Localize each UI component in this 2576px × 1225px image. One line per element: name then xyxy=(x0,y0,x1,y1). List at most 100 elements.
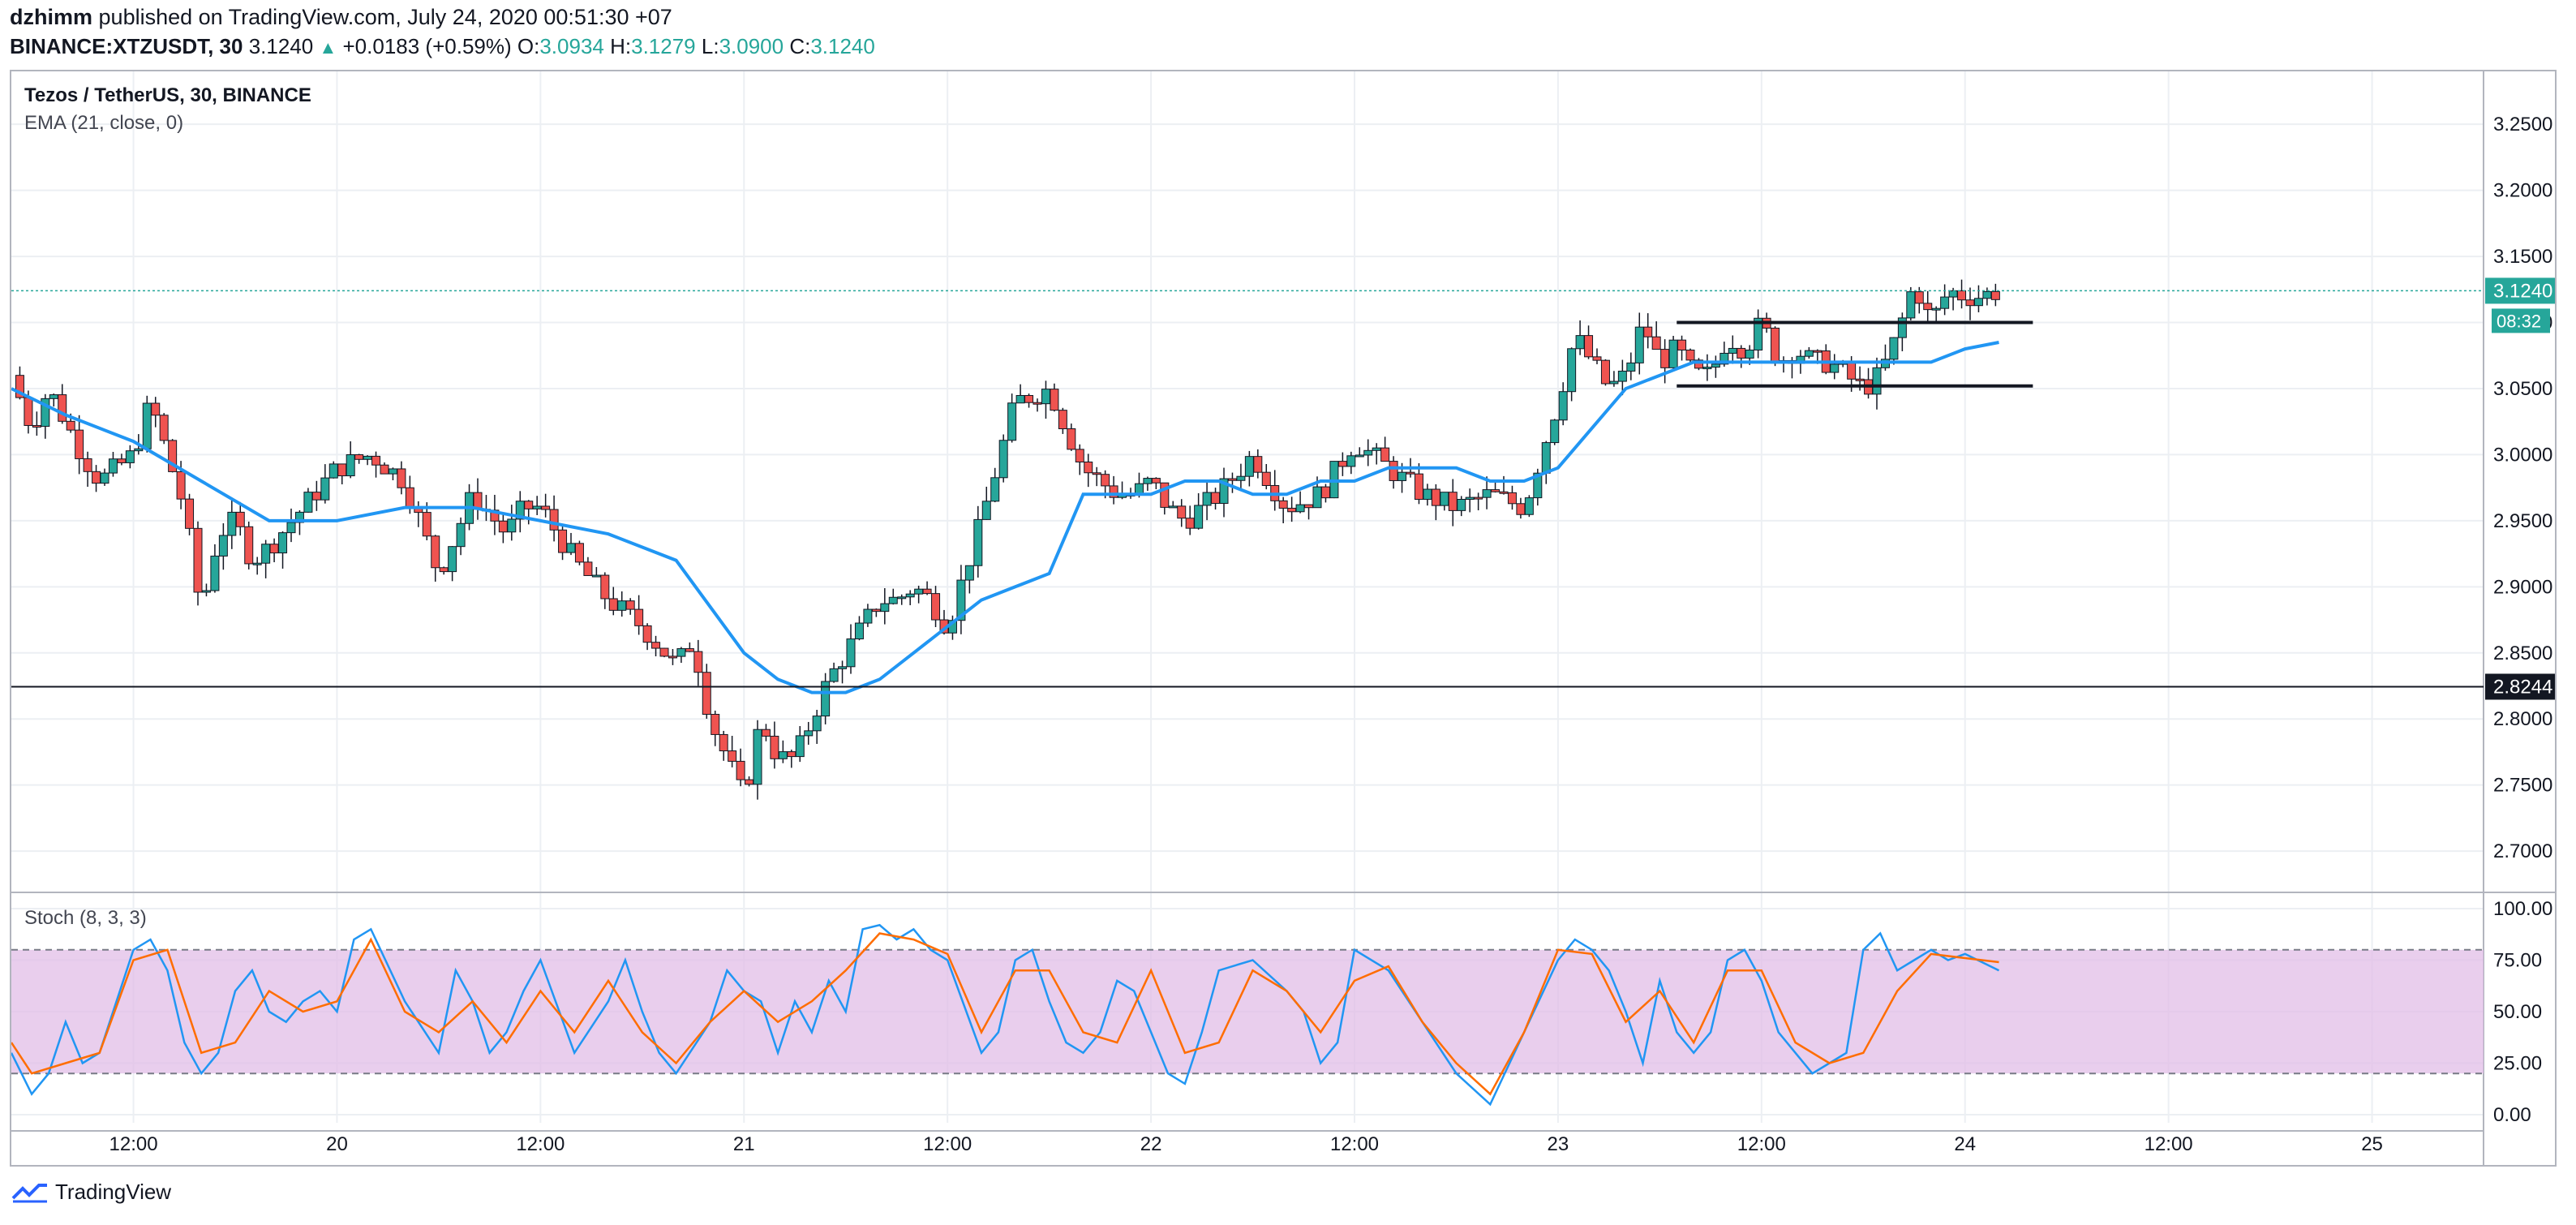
candle-body xyxy=(804,730,814,737)
candle-body xyxy=(1194,505,1204,529)
candle-body xyxy=(1973,298,1983,307)
candle-body xyxy=(507,518,517,533)
support-price-tag xyxy=(2485,673,2557,700)
candle-body xyxy=(524,501,534,509)
candle-body xyxy=(1507,492,1517,505)
candle-body xyxy=(625,600,635,610)
stoch-band xyxy=(11,949,2484,1074)
candle-body xyxy=(1346,455,1356,467)
candle-body xyxy=(1931,307,1941,311)
candle-body xyxy=(1550,419,1560,444)
y-tick-label: 3.1500 xyxy=(2493,246,2552,268)
candle-body xyxy=(1363,449,1373,456)
candle-body xyxy=(1533,472,1543,499)
candle-body xyxy=(981,501,991,520)
candle-body xyxy=(1151,478,1161,484)
l-label: L: xyxy=(701,34,719,58)
candle-body xyxy=(1592,356,1602,361)
candle-body xyxy=(1830,363,1840,373)
candle-body xyxy=(134,448,144,452)
candle-body xyxy=(922,588,932,595)
candle-body xyxy=(812,716,822,732)
candle-body xyxy=(1906,291,1916,319)
candle-body xyxy=(1050,389,1059,411)
chart-canvas[interactable]: 12:00 20 12:00 21 12:00 22 12:00 23 12:00 24 12:00… xyxy=(0,0,2576,1168)
y-tick-label: 2.8500 xyxy=(2493,643,2552,664)
ema-legend: EMA (21, close, 0) xyxy=(24,112,184,134)
candle-body xyxy=(294,511,304,523)
x-tick-label: 12:00 xyxy=(923,1133,972,1155)
candle-body xyxy=(1075,449,1084,462)
candle-body xyxy=(1889,337,1899,360)
countdown-tag xyxy=(2492,308,2550,333)
candle-body xyxy=(880,603,890,612)
candle-body xyxy=(1567,348,1577,393)
published-text: published on TradingView.com, July 24, 2… xyxy=(98,5,672,29)
h-label: H: xyxy=(610,34,632,58)
candle-body xyxy=(261,544,271,564)
candle-body xyxy=(1414,473,1423,501)
candle-body xyxy=(515,501,525,520)
candle-body xyxy=(1084,461,1093,474)
candle-body xyxy=(1457,499,1466,511)
x-tick-label: 21 xyxy=(733,1133,755,1155)
candle-body xyxy=(159,415,169,441)
candle-body xyxy=(1109,485,1118,498)
last-price: 3.1240 xyxy=(248,34,314,58)
change-value: +0.0183 (+0.59%) xyxy=(342,34,512,58)
countdown-label: 08:32 xyxy=(2497,311,2541,331)
candle-body xyxy=(1236,475,1246,481)
candle-body xyxy=(1617,370,1627,382)
candle-body xyxy=(210,555,220,591)
candle-body xyxy=(736,760,745,780)
candle-body xyxy=(1524,497,1534,515)
stoch-k-line xyxy=(10,923,2000,1107)
candle-body xyxy=(1261,471,1271,486)
candle-body xyxy=(1651,336,1661,350)
candle-body xyxy=(1278,500,1288,509)
candle-body xyxy=(1897,317,1907,338)
candle-body xyxy=(1177,505,1187,519)
candle-body xyxy=(83,458,92,472)
candle-body xyxy=(1491,489,1501,492)
support-price-label: 2.8244 xyxy=(2493,676,2552,698)
candle-body xyxy=(1694,359,1703,369)
candle-body xyxy=(668,655,677,659)
candle-body xyxy=(125,450,135,463)
o-value: 3.0934 xyxy=(539,34,604,58)
candle-body xyxy=(431,535,440,569)
stoch-y-tick-label: 100.00 xyxy=(2493,898,2552,920)
candle-body xyxy=(1719,352,1729,365)
y-tick-label: 3.0000 xyxy=(2493,444,2552,466)
candle-body xyxy=(1643,326,1653,337)
brand-label: TradingView xyxy=(55,1180,172,1204)
y-tick-label: 3.0500 xyxy=(2493,378,2552,400)
candle-body xyxy=(1677,339,1687,350)
candle-body xyxy=(728,750,737,762)
candle-body xyxy=(1940,296,1950,309)
candle-body xyxy=(998,440,1008,479)
candle-body xyxy=(1406,471,1415,475)
tradingview-brand[interactable]: TradingView xyxy=(11,1180,171,1205)
y-tick-label: 2.8000 xyxy=(2493,708,2552,730)
candle-body xyxy=(549,509,559,531)
candle-body xyxy=(1024,394,1034,403)
candle-body xyxy=(1219,478,1229,505)
candle-body xyxy=(1702,367,1712,370)
candle-body xyxy=(659,647,669,657)
candle-body xyxy=(574,543,584,563)
candle-body xyxy=(201,590,211,593)
candle-body xyxy=(1745,349,1754,359)
candle-body xyxy=(634,608,644,626)
symbol-full: BINANCE:XTZUSDT, 30 xyxy=(10,34,243,58)
y-tick-label: 2.9500 xyxy=(2493,510,2552,532)
candle-body xyxy=(100,472,109,484)
x-tick-label: 22 xyxy=(1140,1133,1162,1155)
candle-body xyxy=(1482,489,1492,498)
candle-body xyxy=(821,681,831,717)
candle-body xyxy=(846,638,856,668)
stoch-y-tick-label: 0.00 xyxy=(2493,1104,2531,1126)
stoch-legend: Stoch (8, 3, 3) xyxy=(24,907,147,929)
candle-body xyxy=(956,579,966,621)
candle-body xyxy=(600,574,610,600)
